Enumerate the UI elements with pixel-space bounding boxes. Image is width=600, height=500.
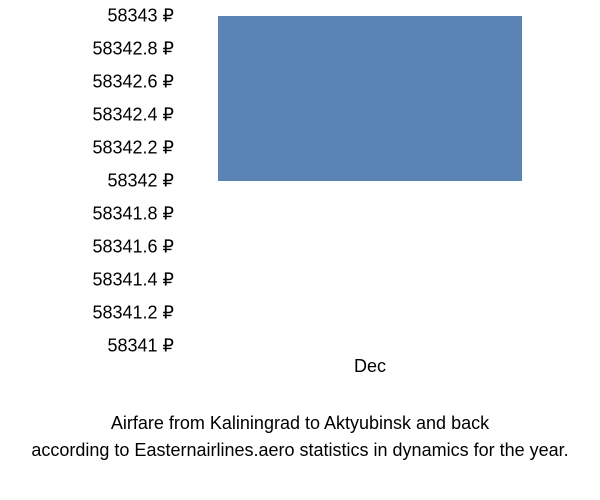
plot-area: 58343 ₽58342.8 ₽58342.6 ₽58342.4 ₽58342.… <box>180 16 560 346</box>
chart-caption: Airfare from Kaliningrad to Aktyubinsk a… <box>0 410 600 464</box>
y-tick-label: 58341.6 ₽ <box>92 237 174 258</box>
y-tick-label: 58341.4 ₽ <box>92 270 174 291</box>
y-tick-label: 58343 ₽ <box>107 6 174 27</box>
x-tick-label: Dec <box>354 356 386 377</box>
y-tick-label: 58342.8 ₽ <box>92 39 174 60</box>
caption-line-1: Airfare from Kaliningrad to Aktyubinsk a… <box>0 410 600 437</box>
y-tick-label: 58342.6 ₽ <box>92 72 174 93</box>
caption-line-2: according to Easternairlines.aero statis… <box>0 437 600 464</box>
y-tick-label: 58341 ₽ <box>107 336 174 357</box>
y-tick-label: 58342.2 ₽ <box>92 138 174 159</box>
price-chart: 58343 ₽ 58342.8 ₽ 58342.6 ₽ 58342.4 ₽ 58342.… <box>0 0 600 500</box>
y-tick-label: 58341.8 ₽ <box>92 204 174 225</box>
y-tick-label: 58342 ₽ <box>107 171 174 192</box>
bar <box>218 16 522 181</box>
y-tick-label: 58341.2 ₽ <box>92 303 174 324</box>
y-tick-label: 58342.4 ₽ <box>92 105 174 126</box>
